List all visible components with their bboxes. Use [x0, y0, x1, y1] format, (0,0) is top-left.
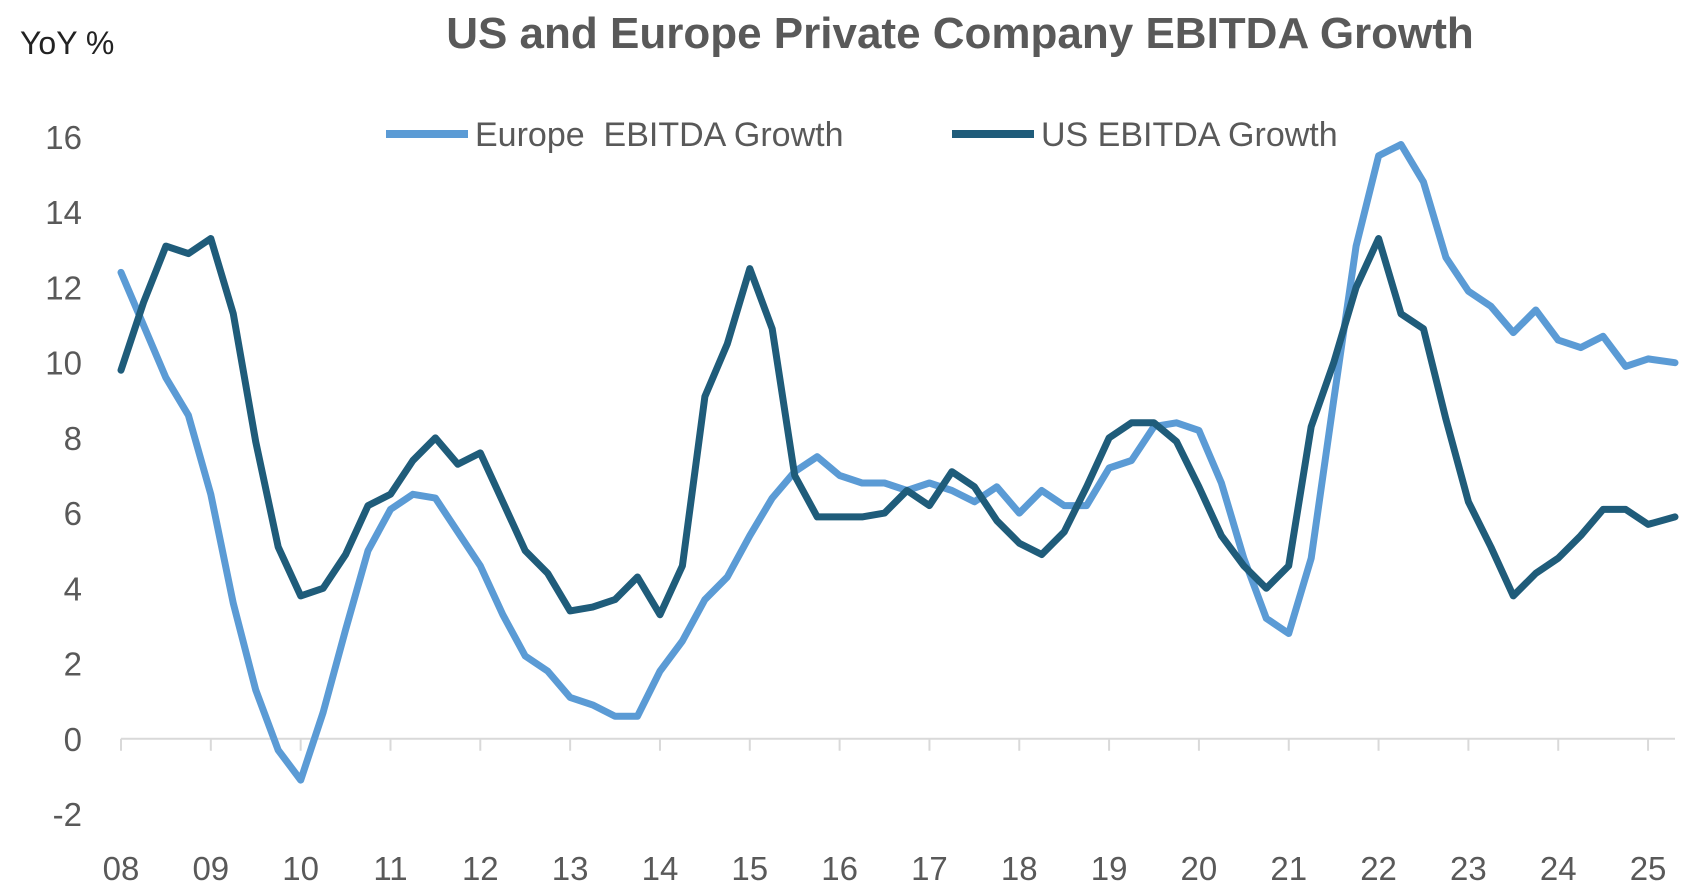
x-tick-label: 24	[1540, 850, 1577, 887]
y-tick-label: 12	[45, 269, 82, 306]
x-tick-label: 19	[1091, 850, 1128, 887]
x-tick-label: 23	[1450, 850, 1487, 887]
y-tick-label: 6	[64, 495, 82, 532]
y-tick-label: 4	[64, 570, 82, 607]
legend-label-us: US EBITDA Growth	[1041, 116, 1338, 154]
x-axis: 08 09 10 11 12 13 14 15 16 17 18 19 20 21 22 23 24 25	[103, 737, 1675, 887]
x-tick-label: 08	[103, 850, 140, 887]
chart-title: US and Europe Private Company EBITDA Gro…	[446, 9, 1474, 58]
x-tick-label: 21	[1270, 850, 1307, 887]
x-tick-label: 13	[552, 850, 589, 887]
x-tick-label: 17	[911, 850, 948, 887]
legend: Europe EBITDA Growth US EBITDA Growth	[386, 116, 1338, 154]
y-tick-label: -2	[53, 796, 82, 833]
y-tick-label: 0	[64, 721, 82, 758]
x-tick-label: 18	[1001, 850, 1038, 887]
x-tick-label: 15	[731, 850, 768, 887]
x-tick-label: 12	[462, 850, 499, 887]
x-tick-label: 16	[821, 850, 858, 887]
x-tick-label: 20	[1181, 850, 1218, 887]
y-tick-label: 16	[45, 119, 82, 156]
series-line-europe	[117, 141, 1679, 784]
x-tick-label: 11	[373, 850, 407, 887]
series-line-us	[117, 235, 1679, 619]
x-tick-label: 10	[282, 850, 319, 887]
x-tick-label: 09	[192, 850, 229, 887]
x-tick-label: 25	[1630, 850, 1667, 887]
legend-label-europe: Europe EBITDA Growth	[475, 116, 844, 154]
y-tick-label: 10	[45, 345, 82, 382]
x-tick-label: 22	[1360, 850, 1397, 887]
y-tick-label: 2	[64, 646, 82, 683]
series-layer	[117, 141, 1679, 784]
x-tick-label: 14	[642, 850, 679, 887]
y-axis-label: YoY %	[20, 25, 114, 61]
y-tick-label: 14	[45, 194, 82, 231]
y-tick-label: 8	[64, 420, 82, 457]
y-axis: -2 0 2 4 6 8 10 12 14 16	[45, 119, 82, 833]
